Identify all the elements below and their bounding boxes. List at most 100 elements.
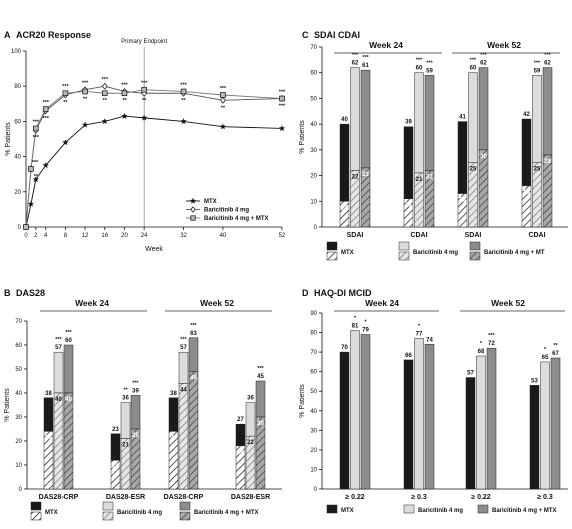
y-tick-label: 0 (19, 487, 23, 493)
significance-mark: *** (279, 90, 286, 96)
significance-mark: ** (181, 98, 186, 104)
bar-total (120, 402, 131, 439)
bar-inner-label: 22 (247, 440, 254, 446)
bar-inner (235, 445, 246, 490)
bar-inner (178, 383, 189, 490)
significance-mark: *** (42, 116, 49, 122)
legend-label: MTX (45, 510, 58, 516)
bar-total-label: 61 (362, 63, 369, 69)
bar-inner-label: 25 (132, 433, 139, 439)
bar-total (43, 397, 54, 432)
bar-total (414, 338, 424, 490)
significance-mark: * (544, 347, 547, 353)
significance-mark: *** (416, 58, 423, 64)
significance-mark: *** (488, 333, 495, 339)
significance-mark: *** (33, 119, 40, 125)
y-tick-label: 0 (314, 225, 318, 231)
bar-total (360, 334, 371, 490)
bar-inner-label: 24 (170, 435, 177, 441)
bar-total (403, 126, 414, 199)
bar-inner (424, 170, 435, 228)
group-title: Week 52 (487, 40, 521, 50)
bar-total-label: 45 (257, 374, 264, 380)
legend-swatch-solid (477, 504, 489, 514)
legend-swatch-hatch (398, 251, 410, 261)
bar-inner-label: 23 (362, 172, 369, 178)
bar-total-label: 66 (405, 353, 412, 359)
bar-inner (350, 170, 360, 228)
x-axis-label: Week (145, 246, 163, 253)
bar-total-label: 68 (478, 349, 485, 355)
bar-total-label: 39 (132, 388, 139, 394)
bar-total (532, 75, 542, 163)
series-point-2 (279, 95, 285, 102)
legend-label: MTX (341, 508, 354, 514)
series-line-0 (25, 115, 283, 228)
y-axis-label: % Patients (299, 120, 306, 154)
series-point-0 (121, 112, 128, 119)
y-tick-label: 100 (11, 49, 22, 55)
bar-inner (43, 431, 54, 490)
series-point-2 (180, 88, 187, 95)
significance-mark: ** (553, 343, 558, 349)
bar-total-label: 36 (122, 396, 129, 402)
bar-total (110, 433, 121, 461)
series-point-2 (220, 92, 226, 98)
bar-inner-label: 22 (352, 174, 359, 180)
legend-swatch-solid (102, 501, 114, 511)
significance-mark: *** (362, 55, 369, 61)
bar-total (350, 67, 360, 171)
legend-swatch-hatch (102, 511, 114, 521)
significance-mark: *** (257, 366, 264, 372)
series-point-0 (42, 161, 49, 169)
legend-swatch-solid (326, 504, 338, 514)
bar-total-label: 38 (170, 391, 177, 397)
bar-total (465, 377, 476, 490)
series-point-2 (42, 106, 49, 112)
y-tick-label: 0 (314, 487, 318, 493)
category-label: SDAI (347, 232, 364, 239)
bar-inner-label: 21 (122, 443, 129, 449)
bar-total-label: 60 (416, 66, 423, 72)
bar-total-label: 38 (45, 391, 52, 397)
group-title: Week 52 (200, 298, 234, 308)
bar-total (414, 72, 424, 174)
group-title: Week 52 (491, 298, 525, 308)
significance-mark: * (480, 341, 483, 347)
bar-total (255, 380, 266, 418)
bar-inner-label: 40 (65, 397, 72, 403)
legend-marker (189, 197, 197, 204)
significance-mark: ** (63, 100, 68, 106)
y-tick-label: 0 (18, 225, 22, 231)
legend-label: Baricitinib 4 mg (413, 250, 458, 256)
bar-total (245, 402, 256, 437)
panel-c: C SDAI CDAI 0 10 20 30 40 50 60 70 % Patients Week … (299, 30, 568, 261)
legend-label: Baricitinib 4 mg (204, 208, 249, 214)
bar-inner (339, 201, 350, 228)
group-title: Week 24 (365, 298, 399, 308)
panel-title: HAQ-DI MCID (314, 288, 372, 298)
y-tick-label: 10 (310, 467, 317, 473)
series-point-2 (33, 125, 39, 132)
y-tick-label: 20 (310, 448, 317, 454)
y-tick-label: 70 (310, 45, 317, 51)
bar-inner-label: 40 (55, 397, 62, 403)
series-point-0 (101, 117, 109, 125)
bar-total-label: 57 (55, 345, 62, 351)
y-tick-label: 30 (15, 415, 22, 421)
bar-inner (521, 185, 532, 228)
bar-total (478, 67, 489, 151)
significance-mark: * (364, 320, 367, 326)
bar-total-label: 40 (341, 117, 348, 123)
bar-total-label: 70 (341, 345, 348, 351)
category-label: ≥ 0.22 (471, 494, 491, 501)
legend-label: Baricitinib 4 mg (418, 508, 463, 514)
bar-inner-label: 49 (190, 375, 197, 381)
series-point-0 (219, 123, 227, 130)
group-title: Week 24 (369, 40, 403, 50)
bar-total-label: 36 (247, 396, 254, 402)
significance-mark: *** (121, 82, 128, 88)
y-tick-label: 20 (15, 439, 22, 445)
legend-swatch-solid (398, 241, 410, 251)
category-label: DAS28-ESR (231, 494, 270, 501)
